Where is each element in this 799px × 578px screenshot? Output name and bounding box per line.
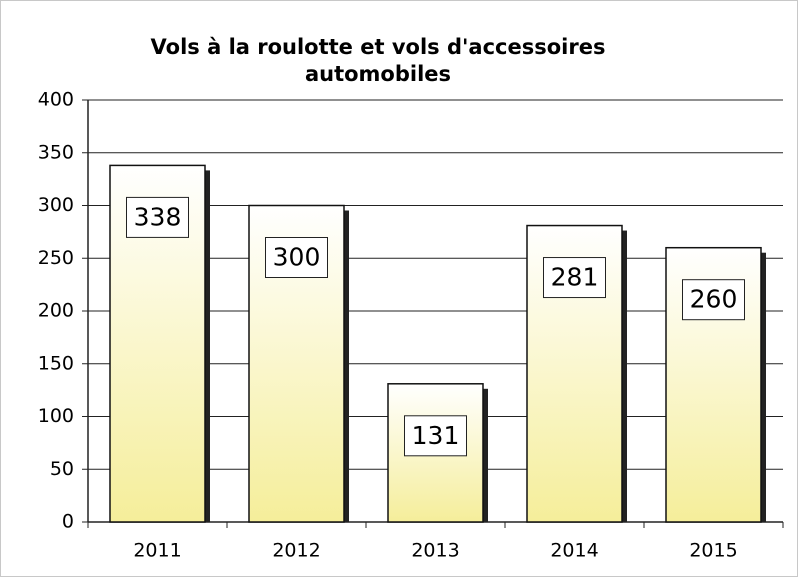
x-tick-label: 2013 [411,540,459,562]
value-label: 131 [412,421,460,450]
value-label-box [126,196,189,238]
y-tick-label: 350 [38,141,74,163]
y-tick-label: 300 [38,194,74,216]
value-label-box [543,257,606,299]
y-tick-label: 250 [38,247,74,269]
x-tick-label: 2011 [133,540,181,562]
value-label-box [682,279,745,321]
value-label: 300 [273,243,321,272]
value-label: 260 [690,285,738,314]
y-tick-label: 50 [50,458,74,480]
y-tick-label: 100 [38,405,74,427]
x-tick-label: 2012 [272,540,320,562]
chart-title: automobiles [305,62,451,86]
y-tick-label: 200 [38,300,74,322]
value-label: 338 [134,202,182,231]
y-tick-label: 150 [38,352,74,374]
chart-title: Vols à la roulotte et vols d'accessoires [151,35,606,59]
y-tick-label: 400 [38,89,74,111]
x-tick-label: 2014 [550,540,598,562]
x-tick-label: 2015 [689,540,737,562]
value-label-box [404,415,467,457]
value-label: 281 [551,263,599,292]
y-tick-label: 0 [62,511,74,533]
value-label-box [265,237,328,278]
